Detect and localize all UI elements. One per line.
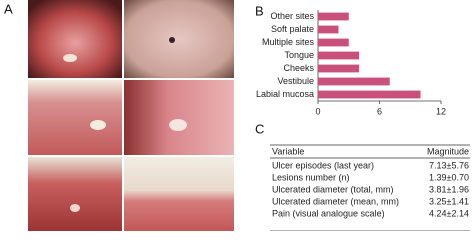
y-tick-label: Vestibule xyxy=(277,76,314,86)
bar xyxy=(318,12,349,21)
photo xyxy=(124,157,234,231)
y-tick-label: Labial mucosa xyxy=(256,89,314,99)
table-cell: Lesions number (n) xyxy=(272,172,350,182)
table-cell: 1.39±0.70 xyxy=(429,172,469,182)
table-cell: 4.24±2.14 xyxy=(429,208,469,218)
panel-label: A xyxy=(4,1,13,16)
lesion xyxy=(70,204,80,212)
y-tick-label: Cheeks xyxy=(283,63,314,73)
bar xyxy=(318,38,349,47)
figure: A B C Variable Magnitude 0 6 12 Other sites… xyxy=(4,0,470,231)
photo xyxy=(28,157,122,231)
bar xyxy=(318,77,390,86)
photo xyxy=(28,80,122,155)
bar xyxy=(318,90,421,99)
table-cell: Pain (visual analogue scale) xyxy=(272,208,385,218)
table-header: Magnitude xyxy=(427,146,469,156)
photo xyxy=(124,80,234,155)
table-cell: Ulcerated diameter (total, mm) xyxy=(272,184,394,194)
table-cell: 3.25±1.41 xyxy=(429,196,469,206)
table-cell: Ulcer episodes (last year) xyxy=(272,160,374,170)
lesion xyxy=(169,119,187,131)
bar xyxy=(318,25,339,34)
y-tick-label: Tongue xyxy=(284,50,314,60)
x-tick-label: 12 xyxy=(436,106,446,116)
y-tick-label: Soft palate xyxy=(271,24,314,34)
table-cell: 3.81±1.96 xyxy=(429,184,469,194)
table: Variable Magnitude xyxy=(270,144,470,231)
table-cell: 7.13±5.76 xyxy=(429,160,469,170)
y-tick-label: Other sites xyxy=(270,11,314,21)
bar xyxy=(318,64,359,73)
lesion xyxy=(63,54,77,62)
bar xyxy=(318,51,359,60)
table-header: Variable xyxy=(272,146,304,156)
lesion xyxy=(169,37,175,43)
photos xyxy=(28,0,234,231)
y-tick-label: Multiple sites xyxy=(262,37,315,47)
x-tick-label: 6 xyxy=(377,106,382,116)
lesion xyxy=(90,120,106,130)
table-cell: Ulcerated diameter (mean, mm) xyxy=(272,196,399,206)
photo xyxy=(28,0,122,78)
photo xyxy=(124,0,234,78)
panel-label: B xyxy=(255,3,264,18)
x-tick-label: 0 xyxy=(315,106,320,116)
panel-label: C xyxy=(255,121,264,136)
